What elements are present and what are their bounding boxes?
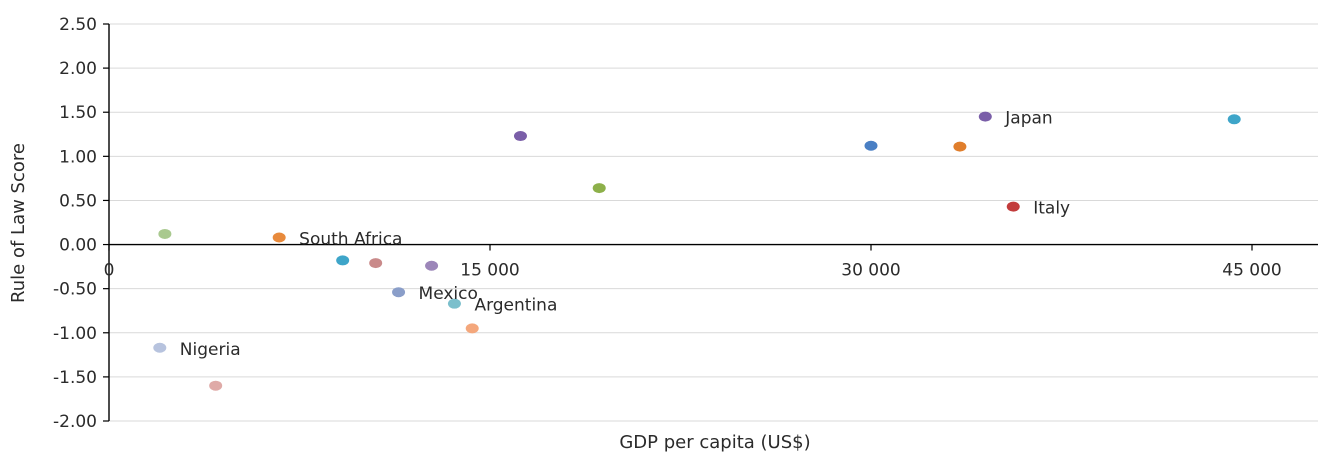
data-point: [272, 232, 286, 243]
y-tick-label: -0.50: [53, 280, 97, 300]
y-tick-label: 0.00: [59, 236, 97, 256]
data-point: [953, 141, 967, 152]
point-label: Japan: [1004, 109, 1052, 129]
x-tick-label: 45 000: [1222, 261, 1281, 281]
data-points: [153, 111, 1241, 391]
data-point: [978, 111, 992, 122]
data-point: [425, 260, 439, 271]
x-tick-label: 0: [104, 261, 115, 281]
data-point: [392, 287, 406, 298]
y-tick-label: 1.00: [59, 147, 97, 167]
data-point: [447, 298, 461, 309]
y-axis-title: Rule of Law Score: [8, 143, 29, 303]
y-tick-label: 0.50: [59, 191, 97, 211]
data-point: [513, 131, 527, 142]
data-point: [592, 183, 606, 194]
y-tick-labels: 2.50 2.00 1.50 1.00 0.50 0.00 -0.50 -1.00 -1.50 -…: [53, 15, 109, 432]
data-point: [336, 255, 350, 266]
point-label: Mexico: [419, 284, 478, 304]
gridlines: [109, 23, 1318, 422]
y-tick-label: 2.00: [59, 59, 97, 79]
data-point: [1006, 201, 1020, 212]
data-point: [158, 228, 172, 239]
y-tick-label: -2.00: [53, 412, 97, 432]
data-point: [153, 342, 167, 353]
y-tick-label: 2.50: [59, 15, 97, 35]
y-tick-label: -1.50: [53, 368, 97, 388]
x-axis-title: GDP per capita (US$): [619, 432, 810, 453]
point-label: Argentina: [474, 296, 557, 316]
y-tick-label: -1.00: [53, 324, 97, 344]
x-tick-label: 15 000: [460, 261, 519, 281]
data-point: [864, 140, 878, 151]
data-point: [369, 258, 383, 269]
point-label: South Africa: [299, 229, 402, 249]
point-label: Italy: [1033, 199, 1070, 219]
point-label: Nigeria: [180, 340, 241, 360]
y-tick-label: 1.50: [59, 103, 97, 123]
axes: [108, 24, 1318, 421]
data-point: [465, 323, 479, 334]
data-point: [209, 380, 223, 391]
data-point: [1227, 114, 1241, 125]
x-tick-label: 30 000: [841, 261, 900, 281]
